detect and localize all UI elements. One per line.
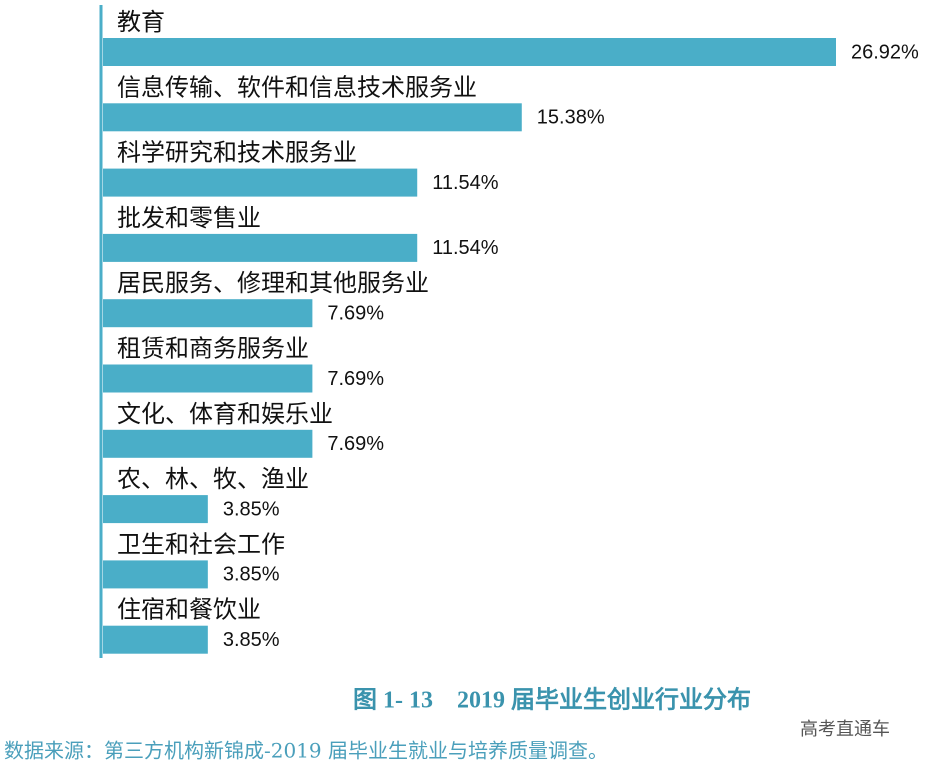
bar xyxy=(103,560,208,589)
watermark: 高考直通车 xyxy=(800,719,890,740)
value-label: 7.69% xyxy=(327,368,384,390)
value-label: 3.85% xyxy=(223,498,280,520)
category-label: 农、林、牧、渔业 xyxy=(117,465,309,493)
category-label: 租赁和商务服务业 xyxy=(117,335,309,363)
category-label: 科学研究和技术服务业 xyxy=(117,139,357,167)
bar xyxy=(103,38,836,66)
category-label: 住宿和餐饮业 xyxy=(117,596,261,624)
value-label: 15.38% xyxy=(537,107,605,129)
category-label: 批发和零售业 xyxy=(117,204,261,232)
bar xyxy=(103,233,418,262)
value-label: 26.92% xyxy=(851,41,919,63)
value-label: 11.54% xyxy=(432,237,499,259)
value-label: 3.85% xyxy=(223,564,280,586)
category-label: 卫生和社会工作 xyxy=(117,530,285,558)
value-label: 7.69% xyxy=(327,302,384,324)
bar xyxy=(103,625,208,654)
category-label: 信息传输、软件和信息技术服务业 xyxy=(117,73,477,101)
value-label: 7.69% xyxy=(327,433,384,455)
category-label: 居民服务、修理和其他服务业 xyxy=(117,269,429,297)
source-note: 数据来源：第三方机构新锦成-2019 届毕业生就业与培养质量调查。 xyxy=(4,739,608,763)
value-label: 11.54% xyxy=(432,172,499,194)
chart-title: 图 1- 13 2019 届毕业生创业行业分布 xyxy=(353,686,751,714)
bar xyxy=(103,429,313,458)
bar xyxy=(103,168,418,197)
category-label: 教育 xyxy=(117,8,165,36)
bar xyxy=(103,364,313,393)
value-label: 3.85% xyxy=(223,629,280,651)
bar xyxy=(103,299,313,328)
category-label: 文化、体育和娱乐业 xyxy=(117,400,333,428)
bar xyxy=(103,495,208,524)
bar xyxy=(103,103,522,132)
